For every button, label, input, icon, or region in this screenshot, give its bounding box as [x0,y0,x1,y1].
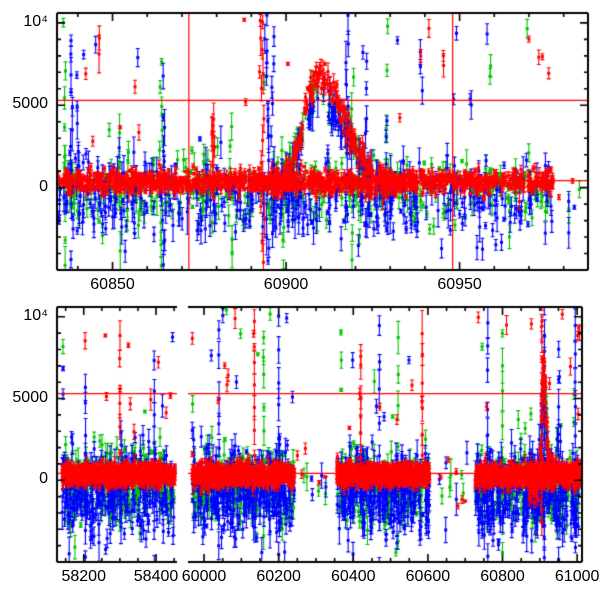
light-curve-figure: 60850 60900 60950 10⁴ 5000 0 58200 58400 60000 60… [0,0,600,600]
light-curve-canvas [0,0,600,600]
